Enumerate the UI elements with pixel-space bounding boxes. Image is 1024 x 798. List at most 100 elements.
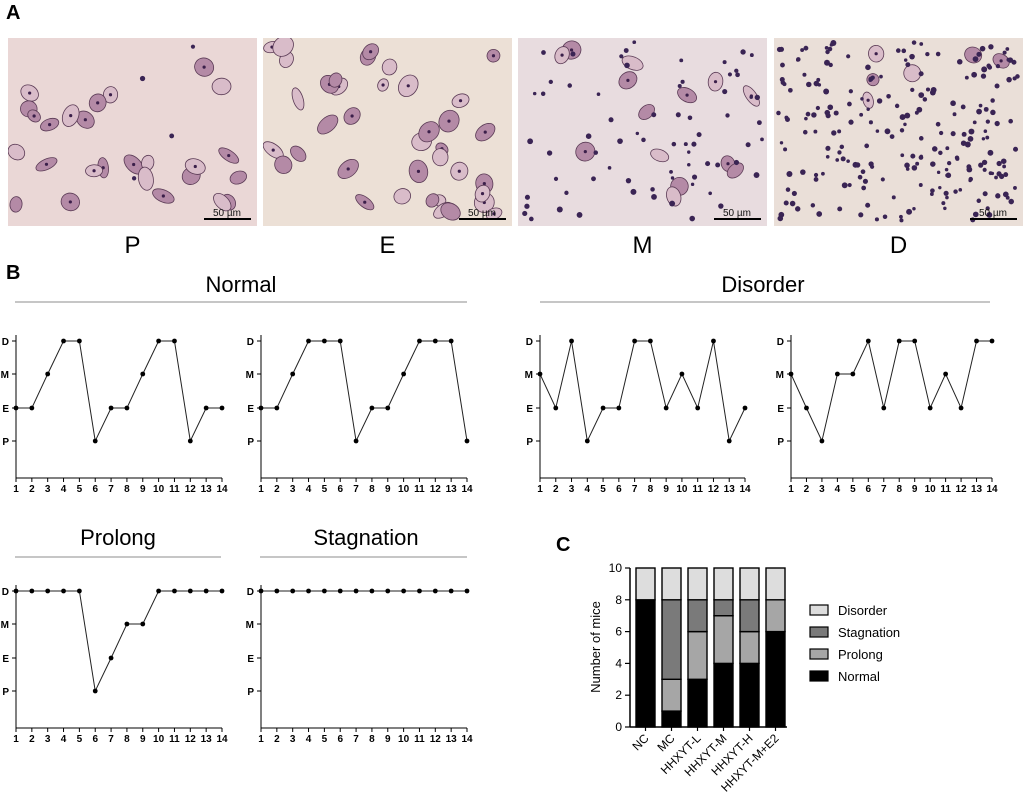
x-tick-label: 3	[45, 734, 51, 745]
data-point	[172, 338, 177, 344]
y-tick-label: M	[776, 370, 784, 381]
leukocyte	[945, 195, 949, 200]
leukocyte	[862, 178, 868, 184]
bar-segment-prolong	[739, 630, 760, 665]
leukocyte	[930, 161, 936, 167]
leukocyte	[909, 53, 915, 60]
leukocyte	[985, 206, 990, 211]
leukocyte	[978, 103, 983, 108]
x-tick-label: 8	[648, 484, 654, 495]
legend-label-stagnation: Stagnation	[838, 625, 900, 640]
leukocyte	[905, 167, 910, 171]
leukocyte	[680, 79, 685, 84]
x-tick-label: 10	[676, 484, 688, 495]
leukocyte	[776, 110, 781, 116]
legend-label-prolong: Prolong	[838, 647, 883, 662]
leukocyte	[567, 83, 573, 88]
leukocyte	[884, 128, 891, 135]
group-title-prolong: Prolong	[80, 525, 156, 550]
data-point	[13, 588, 19, 594]
epithelial-cell	[666, 186, 682, 207]
y-tick-label: 8	[615, 593, 622, 607]
data-point	[274, 588, 280, 594]
x-tick-label: 4	[61, 734, 67, 745]
x-tick-label: 3	[819, 484, 825, 495]
leukocyte	[815, 105, 821, 111]
leukocyte	[553, 176, 559, 181]
leukocyte	[899, 128, 905, 133]
leukocyte	[994, 120, 1000, 127]
y-tick-label: E	[247, 654, 254, 665]
leukocyte	[823, 88, 830, 95]
epithelial-cell	[274, 155, 293, 174]
data-point	[108, 405, 114, 411]
leukocyte	[791, 190, 797, 196]
leukocyte	[689, 215, 696, 222]
leukocyte	[541, 50, 546, 55]
x-tick-label: 14	[986, 484, 998, 495]
epithelial-cell	[291, 87, 305, 111]
leukocyte	[745, 142, 751, 148]
y-axis-label: Number of mice	[588, 601, 603, 693]
bar-segment-disorder	[635, 567, 656, 601]
data-point	[912, 338, 918, 344]
leukocyte	[996, 160, 1002, 167]
data-point	[417, 588, 422, 594]
data-point	[464, 588, 470, 594]
legend-swatch-prolong	[809, 648, 829, 660]
leukocyte	[895, 48, 901, 53]
panel-letter-a: A	[6, 2, 21, 24]
leukocyte	[958, 188, 963, 192]
x-tick-label: 9	[385, 484, 391, 495]
cell-nucleus	[458, 99, 463, 103]
cell-nucleus	[92, 169, 96, 173]
x-tick-label: 7	[108, 734, 114, 745]
leukocyte	[827, 104, 834, 111]
leukocyte	[910, 153, 916, 159]
data-point	[203, 588, 209, 594]
data-point	[537, 371, 543, 377]
group-title-disorder: Disorder	[721, 272, 804, 297]
stage-label-d: D	[889, 232, 908, 259]
x-tick-label: 12	[708, 484, 720, 495]
x-tick-label: 3	[290, 734, 296, 745]
y-tick-label: D	[777, 337, 784, 348]
leukocyte	[1002, 164, 1007, 169]
x-tick-label: 3	[569, 484, 575, 495]
x-tick-label: 11	[169, 734, 180, 745]
x-tick-label: 5	[600, 484, 606, 495]
bar-segment-prolong	[713, 615, 734, 665]
cell-nucleus	[369, 50, 373, 54]
leukocyte	[804, 116, 808, 121]
y-tick-label: 10	[609, 561, 623, 575]
series-line	[539, 340, 746, 443]
leukocyte	[967, 135, 974, 142]
data-point	[140, 371, 146, 377]
series-line	[16, 590, 222, 693]
leukocyte	[789, 200, 796, 207]
leukocyte	[546, 150, 553, 156]
leukocyte	[990, 171, 995, 176]
leukocyte	[718, 203, 724, 209]
leukocyte	[824, 45, 829, 50]
leukocyte	[868, 161, 874, 167]
x-tick-label: 12	[430, 484, 442, 495]
leukocyte	[945, 172, 952, 179]
bar-segment-normal	[635, 599, 656, 728]
leukocyte	[727, 72, 732, 77]
data-point	[290, 588, 296, 594]
leukocyte	[670, 176, 675, 180]
leukocyte	[945, 146, 950, 151]
x-tick-label: 10	[398, 484, 410, 495]
leukocyte	[972, 120, 977, 125]
bar-segment-normal	[739, 662, 760, 728]
leukocyte	[982, 167, 987, 172]
data-point	[974, 338, 979, 344]
data-point	[369, 405, 375, 411]
micrograph-e: 50 µm	[263, 38, 512, 226]
bar-segment-stagnation	[713, 599, 734, 617]
cell-nucleus	[874, 52, 878, 56]
leukocyte	[985, 135, 990, 140]
